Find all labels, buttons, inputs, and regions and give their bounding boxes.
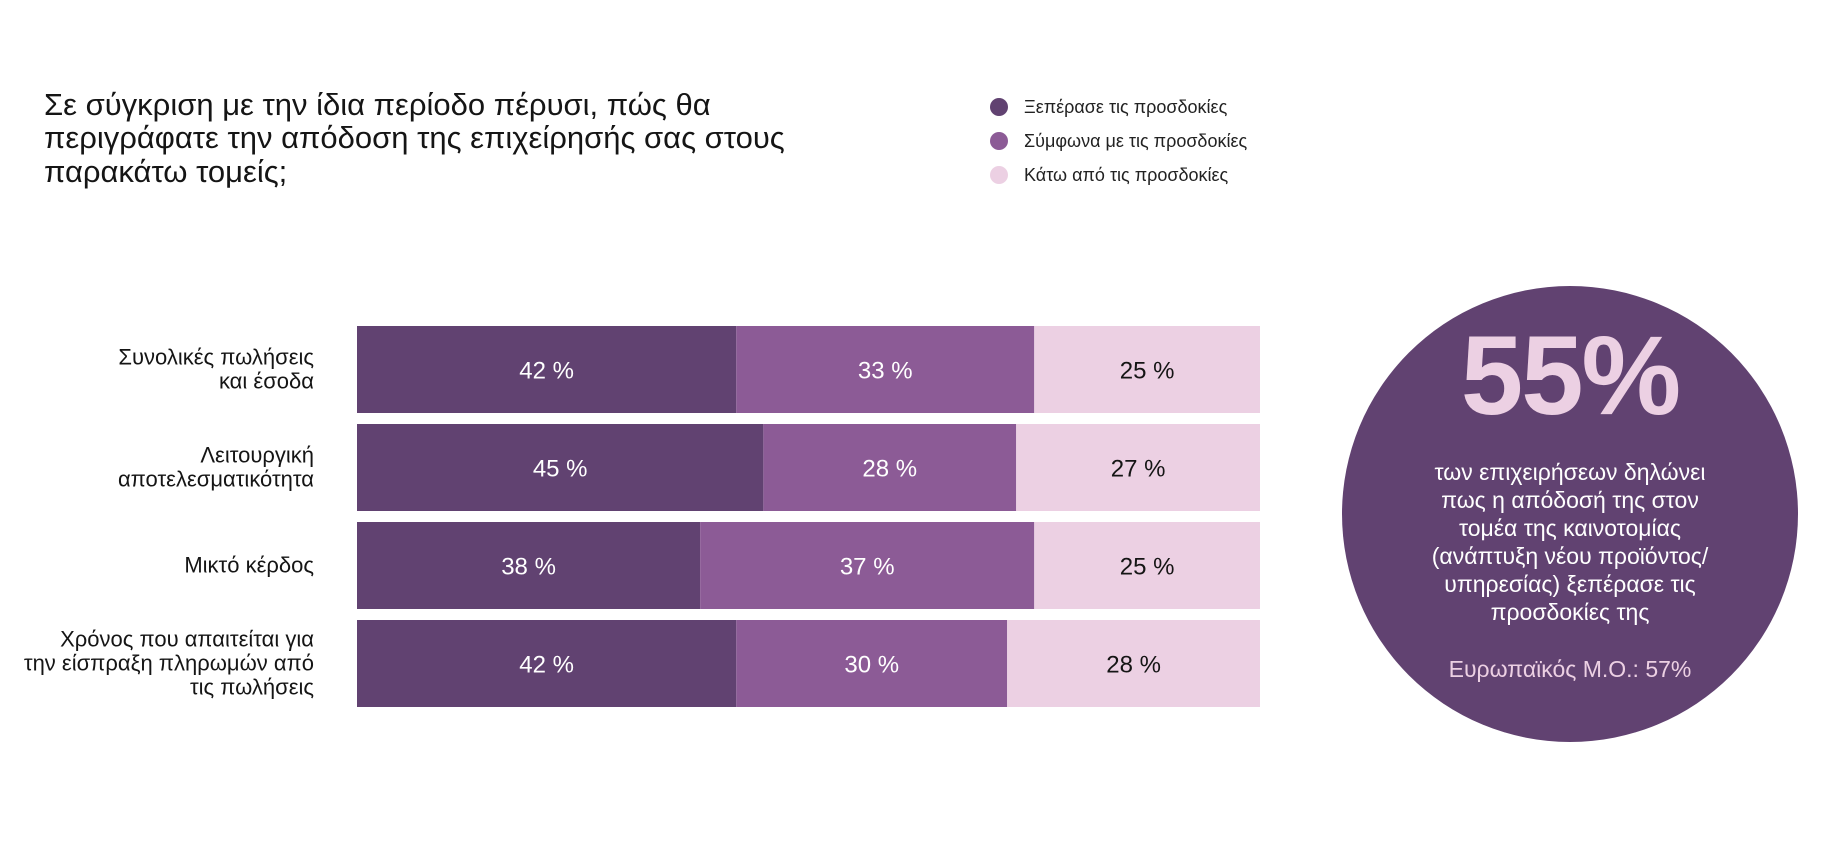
stacked-bar-chart: 42 % 33 % 25 % Συνολικές πωλήσεις και έσοδα 4… [24,326,1260,707]
bar-segment [736,326,1035,413]
legend-swatch-below [990,166,1008,184]
highlight-value: 55% [1460,313,1681,438]
bar-value-label: 28 % [1106,652,1161,679]
category-label: Λειτουργική αποτελεσματικότητα [118,443,314,492]
category-label-line: και έσοδα [219,369,314,394]
bar-value-label: 38 % [501,554,556,581]
bar-value-label: 27 % [1111,456,1166,483]
bar-segment [357,424,764,511]
category-label-line: τις πωλήσεις [190,675,314,700]
legend-item-met: Σύμφωνα με τις προσδοκίες [990,124,1247,158]
highlight-circle: 55% των επιχειρήσεων δηλώνει πως η απόδο… [1342,286,1798,742]
legend-item-below: Κάτω από τις προσδοκίες [990,158,1247,192]
category-label-line: Συνολικές πωλήσεις [118,345,314,370]
legend-item-exceeded: Ξεπέρασε τις προσδοκίες [990,90,1247,124]
legend-swatch-met [990,132,1008,150]
bar-segment [700,522,1035,609]
category-label: Χρόνος που απαιτείται για την είσπραξη πλ… [24,627,314,700]
bar-segment [357,620,737,707]
bar-segment [1016,424,1260,511]
bar-value-label: 33 % [858,358,913,385]
bar-segment [736,620,1008,707]
legend-label-met: Σύμφωνα με τις προσδοκίες [1024,130,1248,151]
bar-value-label: 25 % [1120,554,1175,581]
bar-segment [357,522,701,609]
bar-value-label: 28 % [862,456,917,483]
bar-value-label: 42 % [519,358,574,385]
european-average: Ευρωπαϊκός Μ.Ο.: 57% [1448,656,1692,682]
bar-value-label: 30 % [844,652,899,679]
bar-segment [1034,326,1260,413]
legend-label-below: Κάτω από τις προσδοκίες [1024,164,1229,185]
category-label-line: αποτελεσματικότητα [118,467,314,492]
category-label: Συνολικές πωλήσεις και έσοδα [118,345,314,394]
bar-value-label: 25 % [1120,358,1175,385]
category-label-line: Λειτουργική [200,443,314,468]
legend-swatch-exceeded [990,98,1008,116]
category-label: Μικτό κέρδος [184,553,314,578]
bar-value-label: 42 % [519,652,574,679]
category-label-line: Μικτό κέρδος [184,553,314,578]
legend-label-exceeded: Ξεπέρασε τις προσδοκίες [1024,96,1228,117]
bar-segment [1007,620,1260,707]
bar-segment [1034,522,1260,609]
bar-value-label: 37 % [840,554,895,581]
bar-value-label: 45 % [533,456,588,483]
chart-title: Σε σύγκριση με την ίδια περίοδο πέρυσι, … [44,87,785,189]
bar-segment [763,424,1017,511]
highlight-description: των επιχειρήσεων δηλώνει πως η απόδοσή τ… [1431,459,1709,626]
category-label-line: την είσπραξη πληρωμών από [24,651,314,676]
bar-segment [357,326,737,413]
category-label-line: Χρόνος που απαιτείται για [60,627,314,652]
legend: Ξεπέρασε τις προσδοκίες Σύμφωνα με τις π… [990,90,1247,192]
